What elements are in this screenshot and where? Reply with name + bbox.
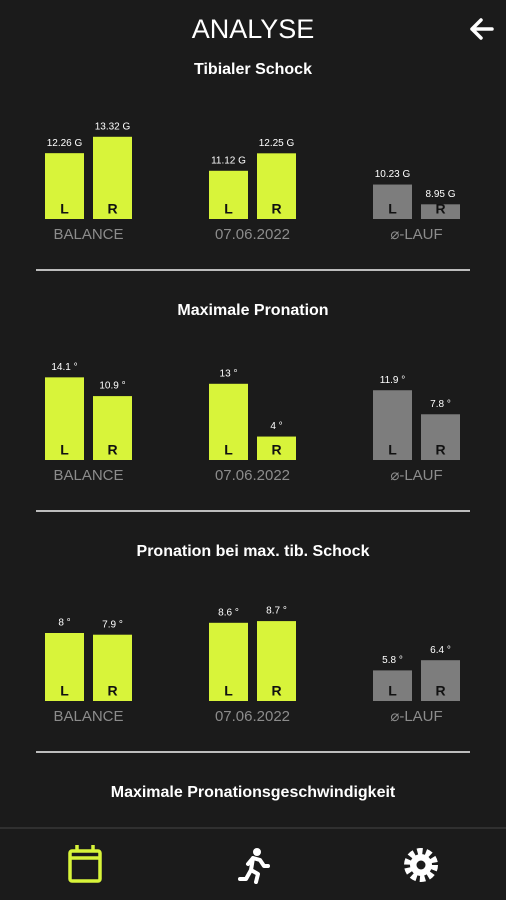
bar-letter: R [435,201,445,217]
value-label: 8.95 G [425,189,455,200]
gear-hole[interactable] [416,860,426,870]
section-title: Tibialer Schock [194,61,312,78]
group-caption: 07.06.2022 [215,708,290,725]
content: Tibialer Schock 12.26 G L 13.32 G R BALANCE 11… [36,61,470,801]
group-caption: 07.06.2022 [215,226,290,243]
bar-letter: L [388,683,397,699]
bar [93,396,132,460]
value-label: 10.9 ° [99,381,125,392]
header-title: ANALYSE [192,14,315,44]
bar [257,621,296,701]
value-label: 10.23 G [375,169,411,180]
bar [93,634,132,701]
value-label: 4 ° [270,421,282,432]
back-button[interactable] [470,18,494,40]
section-title: Maximale Pronationsgeschwindigkeit [111,784,396,801]
bar-letter: R [107,442,117,458]
value-label: 13.32 G [95,121,131,132]
bar [45,633,84,701]
bar [257,436,296,460]
value-label: 14.1 ° [51,362,77,373]
bar-letter: L [60,683,69,699]
group-caption: ⌀-LAUF [390,708,442,725]
group-caption: BALANCE [53,226,123,243]
bar [45,153,84,219]
bar-letter: L [388,442,397,458]
bar-letter: L [388,201,397,217]
bar-letter: R [435,442,445,458]
bar [93,136,132,219]
nav-run[interactable] [238,848,270,884]
bar-letter: L [60,442,69,458]
value-label: 5.8 ° [382,655,403,666]
bar [209,170,248,219]
bar-letter: L [224,442,233,458]
value-label: 11.9 ° [380,375,406,386]
bar-letter: R [107,683,117,699]
calendar-icon[interactable] [68,849,102,883]
bar [45,377,84,460]
bar-letter: L [60,201,69,217]
back-arrow[interactable] [470,18,494,40]
bar-letter: R [107,201,117,217]
bar-letter: L [224,201,233,217]
bar-letter: R [271,201,281,217]
value-label: 13 ° [220,368,238,379]
value-label: 6.4 ° [430,645,451,656]
bar-letter: R [271,683,281,699]
value-label: 12.26 G [47,138,83,149]
bar [209,622,248,701]
value-label: 7.8 ° [430,399,451,410]
group-caption: ⌀-LAUF [390,226,442,243]
bar [421,414,460,460]
bar-letter: R [435,683,445,699]
bar-letter: L [224,683,233,699]
value-label: 8.7 ° [266,606,287,617]
bar [373,670,412,701]
runner-head[interactable] [253,848,261,856]
nav-settings[interactable] [404,848,438,882]
bar [373,390,412,460]
runner-body[interactable] [238,856,270,884]
gear-teeth[interactable] [404,848,438,882]
value-label: 11.12 G [211,155,246,166]
group-caption: ⌀-LAUF [390,467,442,484]
group-caption: 07.06.2022 [215,467,290,484]
bar [373,184,412,219]
nav-calendar[interactable] [68,845,102,883]
value-label: 8.6 ° [218,607,239,618]
value-label: 12.25 G [259,138,295,149]
bar [421,660,460,701]
section-title: Maximale Pronation [177,302,328,319]
group-caption: BALANCE [53,708,123,725]
section-title: Pronation bei max. tib. Schock [137,543,370,560]
bar [421,204,460,219]
value-label: 7.9 ° [102,619,123,630]
value-label: 8 ° [58,618,70,629]
group-caption: BALANCE [53,467,123,484]
bar-letter: R [271,442,281,458]
bar [257,153,296,219]
bar [209,383,248,460]
